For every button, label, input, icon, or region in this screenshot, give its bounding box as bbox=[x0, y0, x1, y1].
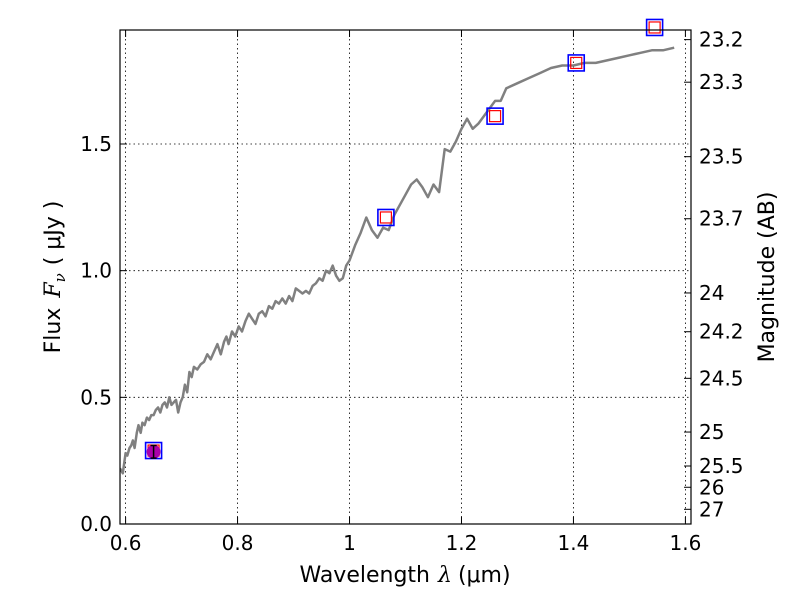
observed-flux-marker bbox=[567, 54, 586, 72]
x-tick-label: 0.8 bbox=[222, 531, 254, 555]
right-tick-label: 24 bbox=[699, 281, 724, 305]
right-tick-label: 26 bbox=[699, 475, 724, 499]
x-tick-label: 1 bbox=[343, 531, 356, 555]
model-flux-marker bbox=[379, 211, 393, 224]
x-axis-title-text: Wavelength bbox=[299, 563, 430, 588]
y-axis-title-symbol: F bbox=[41, 282, 66, 299]
y-tick-label: 0.0 bbox=[80, 512, 112, 536]
x-axis-title-unit: (μm) bbox=[458, 563, 511, 588]
right-tick-label: 25.5 bbox=[699, 454, 744, 478]
observed-flux-marker bbox=[486, 107, 504, 125]
observed-flux-marker bbox=[645, 18, 664, 37]
plot-frame bbox=[119, 29, 692, 525]
y-axis-title-subscript: ν bbox=[51, 273, 69, 282]
x-axis-title: Wavelength λ (μm) bbox=[299, 563, 510, 588]
y-tick-label: 1.5 bbox=[80, 132, 112, 156]
y-tick-label: 0.5 bbox=[80, 385, 112, 409]
y-tick-label: 1.0 bbox=[80, 259, 112, 283]
model-flux-marker bbox=[648, 21, 661, 34]
right-tick-label: 23.3 bbox=[699, 70, 744, 94]
data-markers bbox=[144, 18, 664, 460]
right-tick-label: 27 bbox=[699, 497, 724, 521]
x-tick-label: 1.6 bbox=[669, 531, 701, 555]
axis-ticks: 0.6 0.8 1 1.2 1.4 1.6 0.0 0.5 1.0 1.5 23.2 23.3 23.5… bbox=[80, 28, 743, 555]
right-tick-label: 24.2 bbox=[699, 320, 744, 344]
x-axis-title-symbol: λ bbox=[437, 563, 452, 588]
data-series bbox=[120, 46, 675, 475]
x-tick-label: 1.4 bbox=[558, 531, 590, 555]
model-spectrum-line bbox=[120, 46, 675, 475]
right-tick-label: 25 bbox=[699, 420, 724, 444]
model-flux-marker bbox=[488, 110, 502, 123]
right-tick-label: 23.7 bbox=[699, 207, 744, 231]
right-tick-label: 23.5 bbox=[699, 145, 744, 169]
y-axis-title: Flux Fν ( μJy ) bbox=[41, 201, 69, 354]
y-axis-title-unit: ( μJy ) bbox=[41, 201, 66, 266]
right-tick-label: 24.5 bbox=[699, 366, 744, 390]
x-tick-label: 0.6 bbox=[110, 531, 142, 555]
x-tick-label: 1.2 bbox=[446, 531, 478, 555]
right-axis-title: Magnitude (AB) bbox=[755, 192, 780, 363]
y-axis-title-text: Flux bbox=[41, 308, 66, 354]
right-tick-label: 23.2 bbox=[699, 28, 744, 52]
model-flux-marker bbox=[570, 56, 583, 70]
observed-flux-marker bbox=[377, 208, 395, 227]
